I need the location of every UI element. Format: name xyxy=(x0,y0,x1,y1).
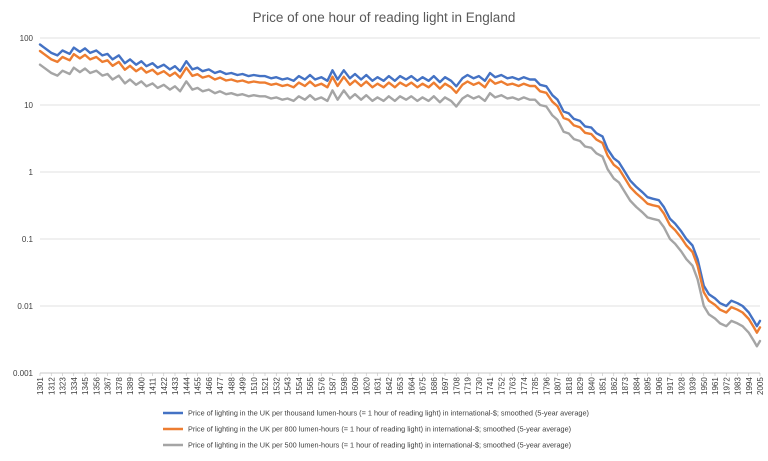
y-tick-label: 0.001 xyxy=(13,369,34,378)
x-axis-tick-labels: 1301 1312 1323 1334 1345 1356 1367 1378 1389 1400… xyxy=(36,373,765,395)
x-tick-label: 1961 xyxy=(711,377,720,395)
x-tick-label: 1444 xyxy=(182,377,191,395)
x-tick-label: 1521 xyxy=(261,377,270,395)
x-tick-label: 1840 xyxy=(587,377,596,395)
x-tick-label: 1301 xyxy=(36,377,45,395)
x-tick-label: 1785 xyxy=(531,377,540,395)
x-tick-label: 1477 xyxy=(216,377,225,395)
x-tick-label: 1939 xyxy=(689,377,698,395)
x-tick-label: 1554 xyxy=(295,377,304,395)
x-tick-label: 1488 xyxy=(227,377,236,395)
x-tick-label: 1642 xyxy=(385,377,394,395)
x-tick-label: 1917 xyxy=(666,377,675,395)
y-tick-label: 100 xyxy=(20,34,34,43)
x-tick-label: 1906 xyxy=(655,377,664,395)
x-tick-label: 1367 xyxy=(104,377,113,395)
x-tick-label: 1323 xyxy=(59,377,68,395)
x-tick-label: 1422 xyxy=(160,377,169,395)
x-tick-label: 1576 xyxy=(317,377,326,395)
x-tick-label: 1983 xyxy=(734,377,743,395)
x-tick-label: 1774 xyxy=(520,377,529,395)
x-tick-label: 1686 xyxy=(430,377,439,395)
x-tick-label: 1796 xyxy=(542,377,551,395)
x-tick-label: 1730 xyxy=(475,377,484,395)
y-tick-label: 0.01 xyxy=(17,302,33,311)
x-tick-label: 1884 xyxy=(632,377,641,395)
x-tick-label: 1829 xyxy=(576,377,585,395)
x-tick-label: 1543 xyxy=(284,377,293,395)
x-tick-label: 1312 xyxy=(47,377,56,395)
x-tick-label: 1334 xyxy=(70,377,79,395)
x-tick-label: 1862 xyxy=(610,377,619,395)
legend: Price of lighting in the UK per thousand… xyxy=(163,409,589,450)
x-tick-label: 1741 xyxy=(486,377,495,395)
x-tick-label: 1356 xyxy=(92,377,101,395)
legend-entry: Price of lighting in the UK per 500 lume… xyxy=(188,441,571,450)
x-tick-label: 1466 xyxy=(205,377,214,395)
x-tick-label: 1708 xyxy=(452,377,461,395)
y-axis-tick-labels: 0.001 0.01 0.1 1 10 100 xyxy=(13,34,34,378)
x-tick-label: 1664 xyxy=(407,377,416,395)
x-tick-label: 1345 xyxy=(81,377,90,395)
x-tick-label: 1851 xyxy=(599,377,608,395)
x-tick-label: 1455 xyxy=(194,377,203,395)
x-tick-label: 1587 xyxy=(329,377,338,395)
y-tick-label: 1 xyxy=(29,168,34,177)
x-tick-label: 1411 xyxy=(149,377,158,395)
series-line-3 xyxy=(38,63,762,348)
x-tick-label: 1675 xyxy=(419,377,428,395)
x-tick-label: 1620 xyxy=(362,377,371,395)
x-tick-label: 1697 xyxy=(441,377,450,395)
x-tick-label: 1565 xyxy=(306,377,315,395)
chart-title: Price of one hour of reading light in En… xyxy=(253,10,516,25)
y-tick-label: 10 xyxy=(24,101,33,110)
x-tick-label: 1807 xyxy=(554,377,563,395)
legend-entry: Price of lighting in the UK per 800 lume… xyxy=(188,425,571,434)
series-line-2 xyxy=(38,49,762,334)
x-tick-label: 1763 xyxy=(509,377,518,395)
x-tick-label: 2005 xyxy=(756,377,765,395)
x-tick-label: 1653 xyxy=(396,377,405,395)
y-tick-label: 0.1 xyxy=(22,235,34,244)
series-lines xyxy=(38,43,762,348)
series-line-1 xyxy=(38,43,762,328)
x-tick-label: 1510 xyxy=(250,377,259,395)
x-tick-label: 1972 xyxy=(722,377,731,395)
x-tick-label: 1818 xyxy=(565,377,574,395)
legend-entry: Price of lighting in the UK per thousand… xyxy=(188,409,589,418)
x-tick-label: 1433 xyxy=(171,377,180,395)
x-tick-label: 1598 xyxy=(340,377,349,395)
x-tick-label: 1950 xyxy=(700,377,709,395)
x-tick-label: 1532 xyxy=(272,377,281,395)
x-tick-label: 1719 xyxy=(464,377,473,395)
x-tick-label: 1873 xyxy=(621,377,630,395)
x-tick-label: 1994 xyxy=(745,377,754,395)
x-tick-label: 1400 xyxy=(137,377,146,395)
x-tick-label: 1609 xyxy=(351,377,360,395)
x-tick-label: 1895 xyxy=(644,377,653,395)
x-tick-label: 1389 xyxy=(126,377,135,395)
x-tick-label: 1631 xyxy=(374,377,383,395)
x-tick-label: 1752 xyxy=(497,377,506,395)
x-tick-label: 1499 xyxy=(239,377,248,395)
x-tick-label: 1378 xyxy=(115,377,124,395)
x-tick-label: 1928 xyxy=(677,377,686,395)
